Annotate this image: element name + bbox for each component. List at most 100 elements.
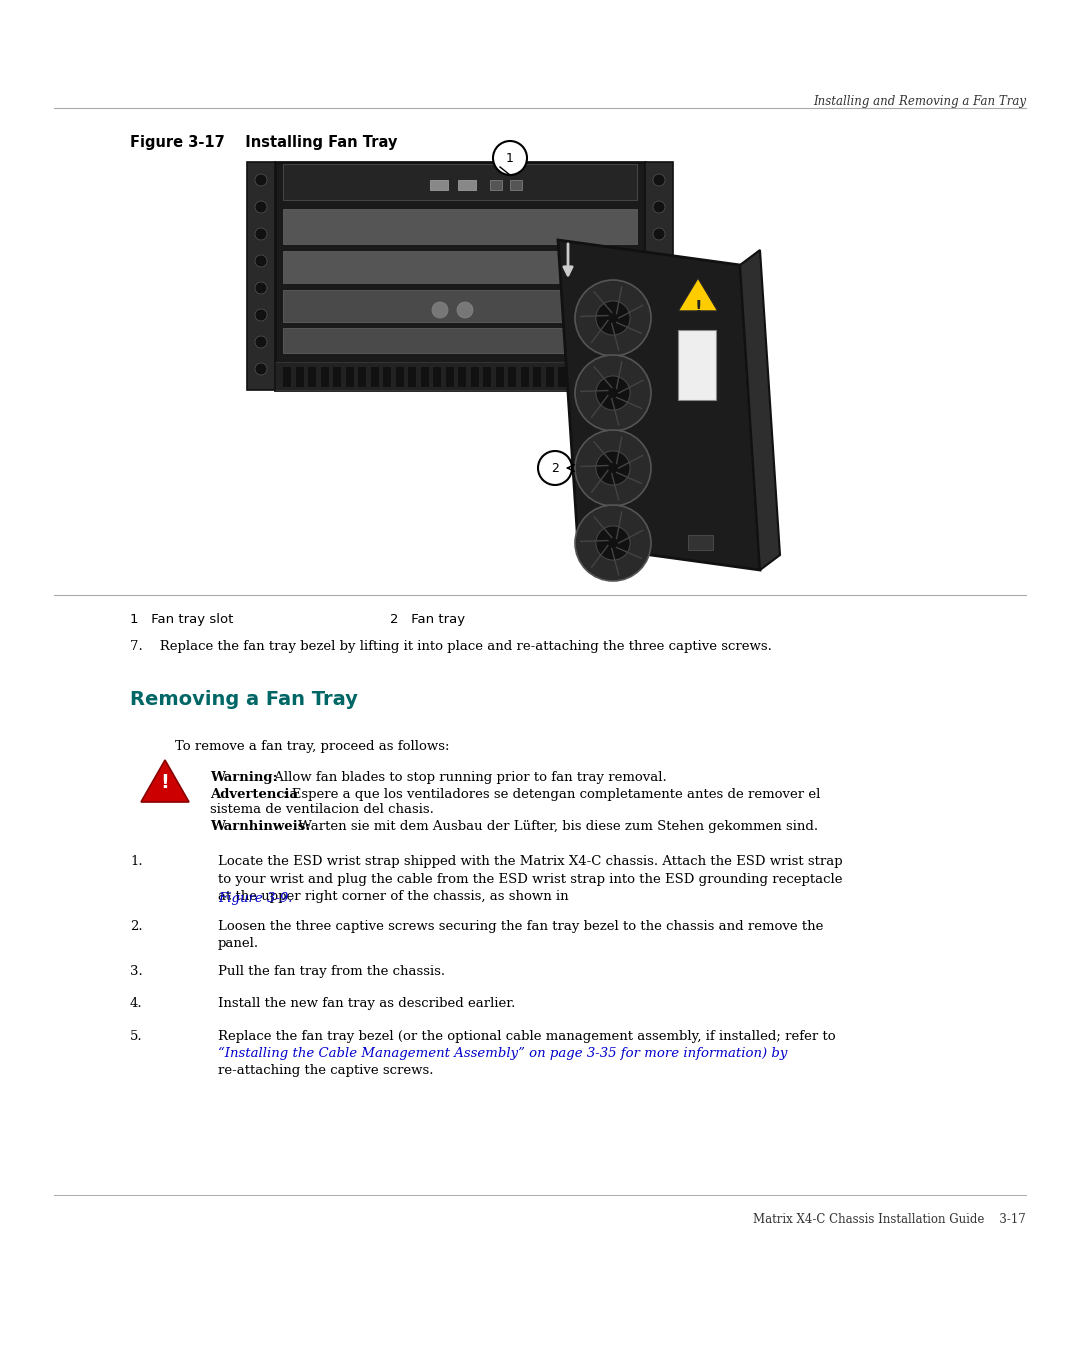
Circle shape [255, 255, 267, 267]
Bar [308, 367, 316, 387]
Bar [558, 367, 566, 387]
Circle shape [653, 255, 665, 267]
Text: Locate the ESD wrist strap shipped with the Matrix X4-C chassis. Attach the ESD : Locate the ESD wrist strap shipped with … [218, 855, 842, 903]
Text: Allow fan blades to stop running prior to fan tray removal.: Allow fan blades to stop running prior t… [270, 771, 666, 784]
Circle shape [596, 301, 630, 336]
Text: 1: 1 [507, 151, 514, 165]
Bar [370, 367, 378, 387]
Bar [608, 367, 616, 387]
Text: Loosen the three captive screws securing the fan tray bezel to the chassis and r: Loosen the three captive screws securing… [218, 919, 823, 951]
Bar [283, 251, 637, 282]
Text: 7.    Replace the fan tray bezel by lifting it into place and re-attaching the t: 7. Replace the fan tray bezel by lifting… [130, 640, 772, 653]
Circle shape [653, 363, 665, 375]
Text: Matrix X4-C Chassis Installation Guide    3-17: Matrix X4-C Chassis Installation Guide 3… [753, 1213, 1026, 1226]
Circle shape [255, 228, 267, 240]
Polygon shape [678, 278, 718, 311]
Circle shape [596, 376, 630, 411]
Text: Pull the fan tray from the chassis.: Pull the fan tray from the chassis. [218, 964, 445, 978]
Circle shape [432, 301, 448, 318]
Bar [395, 367, 404, 387]
Text: : Espere a que los ventiladores se detengan completamente antes de remover el: : Espere a que los ventiladores se deten… [283, 788, 821, 801]
Circle shape [255, 310, 267, 321]
Text: Advertencia: Advertencia [210, 788, 298, 801]
Bar [458, 180, 476, 190]
Bar [688, 535, 713, 550]
Bar [383, 367, 391, 387]
Text: Warnhinweis:: Warnhinweis: [210, 820, 310, 833]
Circle shape [575, 355, 651, 431]
Text: 5.: 5. [130, 1030, 143, 1043]
Bar [296, 367, 303, 387]
Circle shape [255, 363, 267, 375]
Bar [490, 180, 502, 190]
Bar [570, 367, 579, 387]
Bar [433, 367, 441, 387]
Text: re-attaching the captive screws.: re-attaching the captive screws. [218, 1064, 433, 1078]
Text: Figure 3-17    Installing Fan Tray: Figure 3-17 Installing Fan Tray [130, 135, 397, 150]
Circle shape [492, 140, 527, 175]
Circle shape [255, 201, 267, 213]
Circle shape [653, 310, 665, 321]
Circle shape [653, 228, 665, 240]
Circle shape [255, 282, 267, 295]
Bar [408, 367, 416, 387]
Text: 3.: 3. [130, 964, 143, 978]
Circle shape [575, 430, 651, 506]
Bar [283, 327, 637, 353]
Bar [621, 367, 629, 387]
Bar [645, 162, 673, 390]
Text: Replace the fan tray bezel (or the optional cable management assembly, if instal: Replace the fan tray bezel (or the optio… [218, 1030, 836, 1043]
Bar [483, 367, 491, 387]
Text: !: ! [694, 299, 702, 316]
Bar [545, 367, 554, 387]
Polygon shape [141, 760, 189, 802]
Bar [430, 180, 448, 190]
Bar [283, 209, 637, 244]
Polygon shape [740, 250, 780, 570]
Bar [446, 367, 454, 387]
Circle shape [653, 336, 665, 348]
Text: 2   Fan tray: 2 Fan tray [390, 612, 465, 626]
Bar [521, 367, 528, 387]
Bar [247, 162, 275, 390]
Bar [508, 367, 516, 387]
Text: Removing a Fan Tray: Removing a Fan Tray [130, 690, 357, 709]
Circle shape [575, 505, 651, 581]
Bar [283, 164, 637, 201]
Circle shape [255, 336, 267, 348]
Bar [275, 162, 645, 390]
Text: 1   Fan tray slot: 1 Fan tray slot [130, 612, 233, 626]
Text: To remove a fan tray, proceed as follows:: To remove a fan tray, proceed as follows… [175, 741, 449, 753]
Circle shape [457, 301, 473, 318]
Text: Install the new fan tray as described earlier.: Install the new fan tray as described ea… [218, 997, 515, 1009]
Text: 1.: 1. [130, 855, 143, 868]
Bar [420, 367, 429, 387]
Text: 2.: 2. [130, 919, 143, 933]
Text: Figure 3-9.: Figure 3-9. [218, 892, 293, 904]
Polygon shape [558, 240, 760, 570]
Bar [678, 330, 716, 400]
Circle shape [575, 280, 651, 356]
Bar [283, 291, 637, 322]
Bar [510, 180, 522, 190]
Circle shape [653, 201, 665, 213]
Text: “Installing the Cable Management Assembly” on page 3-35 for more information) by: “Installing the Cable Management Assembl… [218, 1048, 787, 1060]
Bar [346, 367, 353, 387]
Circle shape [596, 451, 630, 486]
Circle shape [596, 527, 630, 561]
Bar [496, 367, 503, 387]
Circle shape [653, 282, 665, 295]
Text: Warten sie mit dem Ausbau der Lüfter, bis diese zum Stehen gekommen sind.: Warten sie mit dem Ausbau der Lüfter, bi… [294, 820, 819, 833]
Circle shape [538, 451, 572, 486]
Bar [534, 367, 541, 387]
Circle shape [653, 175, 665, 186]
Text: Installing and Removing a Fan Tray: Installing and Removing a Fan Tray [813, 95, 1026, 108]
Bar [357, 367, 366, 387]
Bar [583, 367, 591, 387]
Circle shape [255, 175, 267, 186]
Bar [321, 367, 328, 387]
Text: Warning:: Warning: [210, 771, 278, 784]
Text: 2: 2 [551, 461, 559, 475]
Text: !: ! [161, 772, 170, 791]
Bar [275, 361, 645, 390]
